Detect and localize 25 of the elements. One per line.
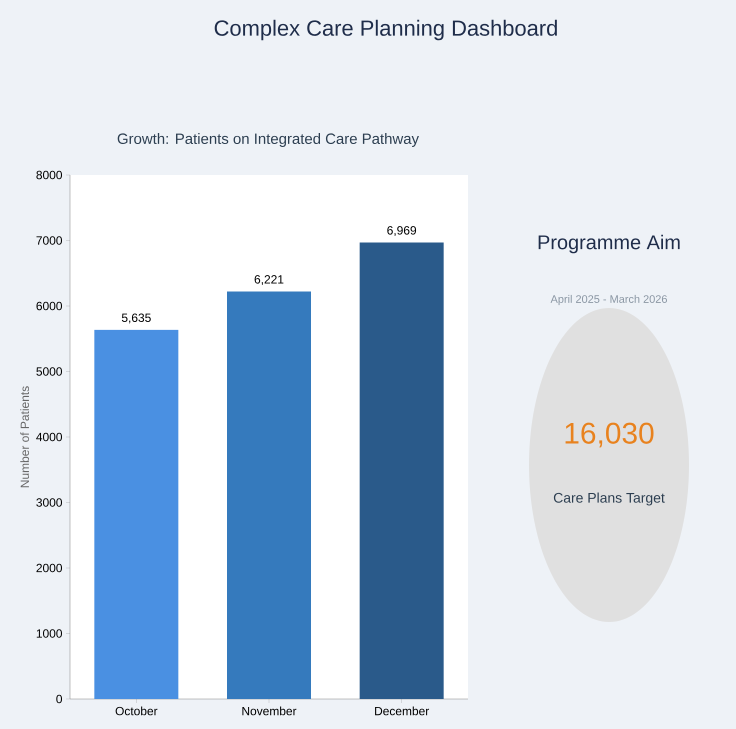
y-tick-label: 6000: [36, 302, 62, 310]
data-label: 6,969: [387, 226, 416, 236]
data-label: 5,635: [122, 314, 151, 324]
y-tick-label: 2000: [36, 564, 62, 572]
text: April 2025 - March 2026: [550, 294, 667, 306]
bar: [94, 330, 178, 700]
y-tick-label: 1000: [36, 629, 62, 638]
x-tick-label: October: [116, 706, 158, 716]
y-tick-label: 8000: [36, 170, 62, 180]
x-tick-label: November: [242, 706, 296, 716]
bar: [360, 242, 444, 700]
chart-title: Complex Care Planning Dashboard: [214, 20, 557, 40]
text: Care Plans Target: [554, 492, 665, 506]
y-tick-label: 4000: [36, 432, 62, 442]
y-tick-label: 7000: [36, 236, 62, 245]
data-label: 6,221: [254, 275, 284, 286]
x-tick-label: December: [375, 706, 430, 716]
chart-subtitle: Growth: Patients on Integrated Care Pathway: [118, 133, 419, 147]
y-tick-label: 5000: [36, 367, 62, 376]
text: 16,030: [566, 422, 654, 448]
y-tick-label: 3000: [36, 498, 62, 507]
bar: [227, 292, 312, 700]
y-tick-label: 0: [56, 694, 62, 704]
text: Programme Aim: [538, 234, 680, 254]
y-axis-title: Number of Patients: [20, 386, 30, 488]
